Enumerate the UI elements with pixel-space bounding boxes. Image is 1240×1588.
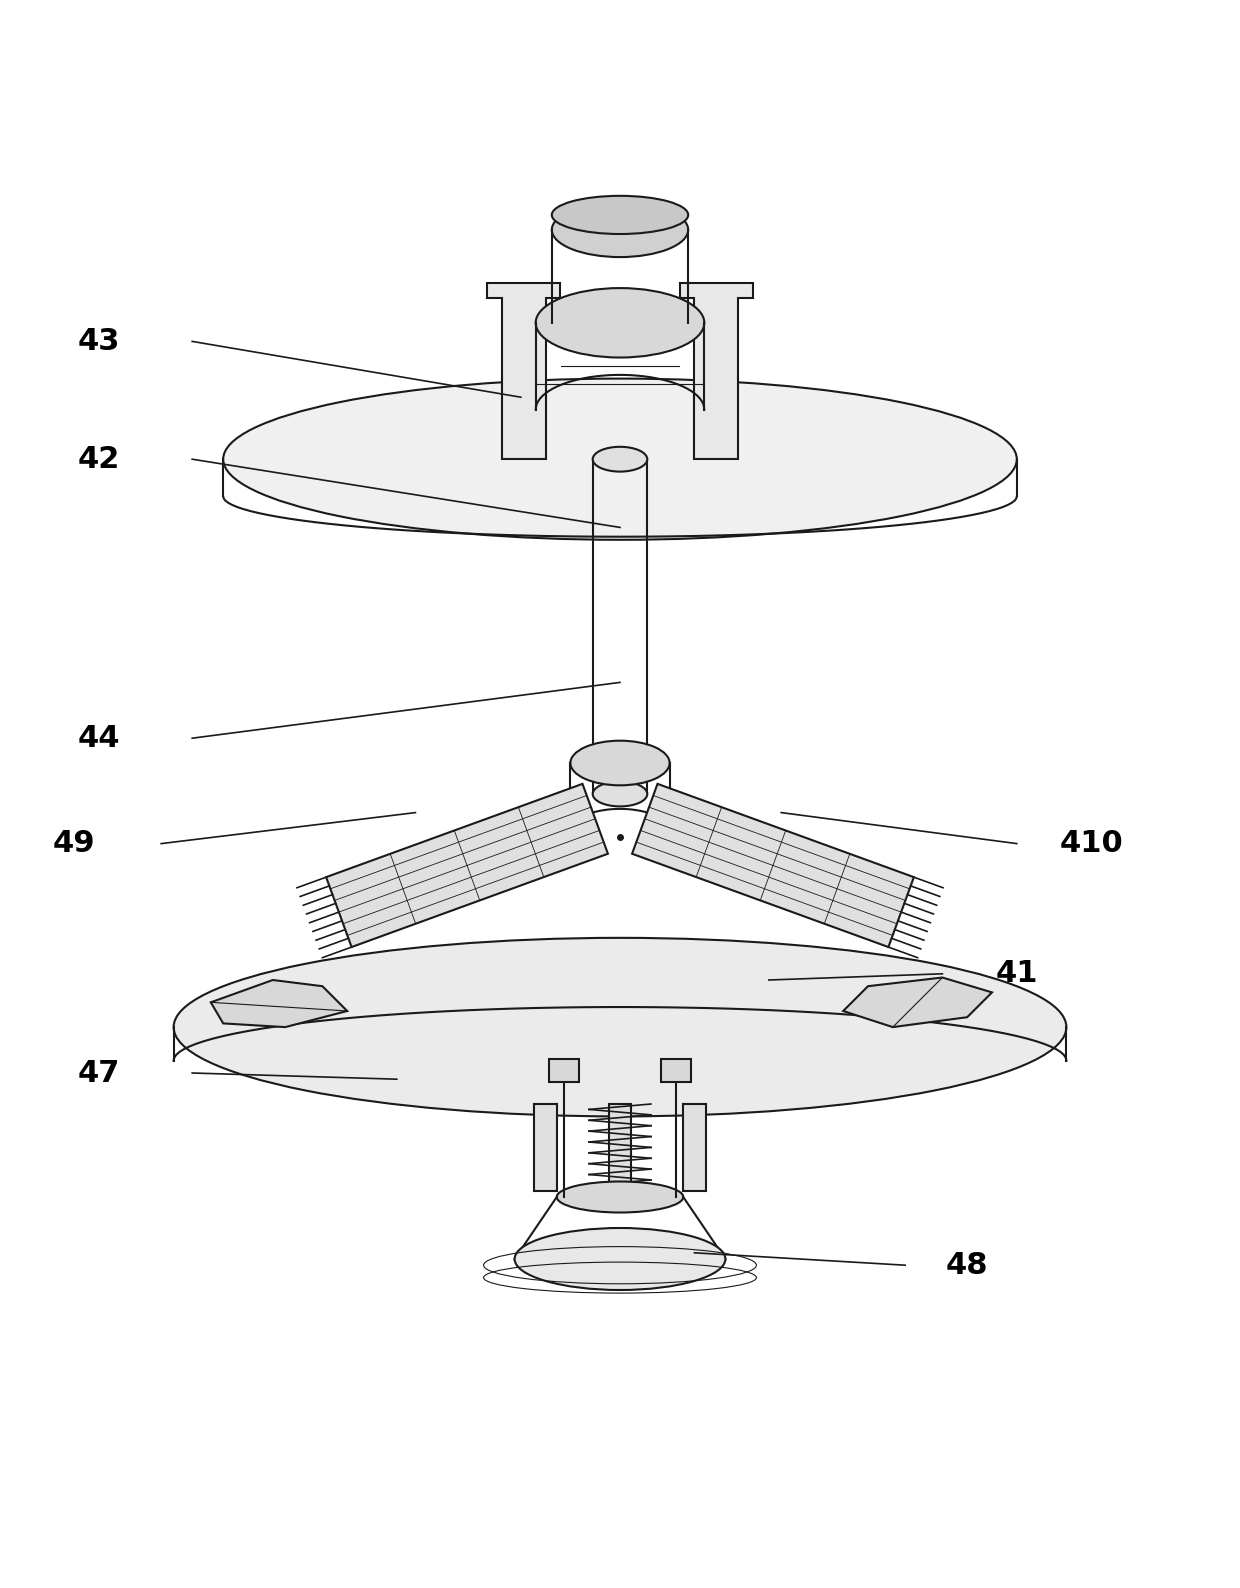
Bar — [609, 1104, 631, 1191]
Polygon shape — [326, 784, 608, 946]
Ellipse shape — [552, 203, 688, 257]
Polygon shape — [843, 978, 992, 1027]
Ellipse shape — [515, 1228, 725, 1289]
Ellipse shape — [174, 939, 1066, 1116]
Bar — [683, 1104, 706, 1191]
Ellipse shape — [552, 195, 688, 233]
Bar — [661, 1059, 691, 1081]
Ellipse shape — [593, 446, 647, 472]
Text: 47: 47 — [78, 1059, 120, 1088]
Text: 410: 410 — [1059, 829, 1123, 858]
Text: 41: 41 — [996, 959, 1038, 988]
Ellipse shape — [223, 378, 1017, 540]
Text: 42: 42 — [78, 445, 120, 473]
Text: 44: 44 — [78, 724, 120, 753]
Polygon shape — [487, 283, 560, 459]
Bar — [549, 1059, 579, 1081]
Ellipse shape — [570, 740, 670, 786]
Text: 48: 48 — [946, 1251, 988, 1280]
Polygon shape — [680, 283, 753, 459]
Polygon shape — [211, 980, 347, 1027]
Text: 43: 43 — [78, 327, 120, 356]
Ellipse shape — [536, 287, 704, 357]
Polygon shape — [632, 784, 914, 946]
Ellipse shape — [593, 781, 647, 807]
Ellipse shape — [557, 1181, 683, 1213]
Bar — [534, 1104, 557, 1191]
Text: 49: 49 — [53, 829, 95, 858]
